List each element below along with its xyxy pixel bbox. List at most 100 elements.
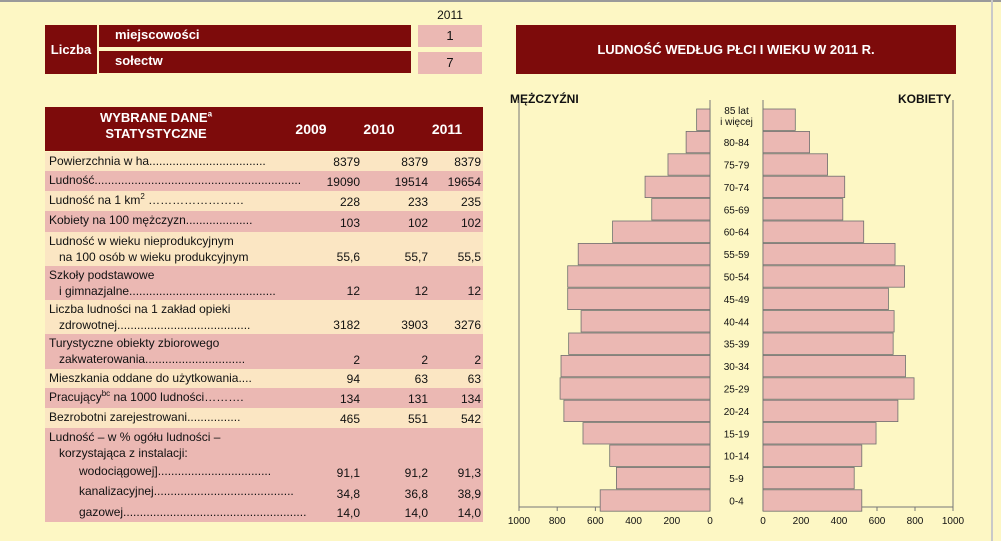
stats-value-2010: 3903 — [401, 318, 428, 332]
stats-row-label: kanalizacyjnej..........................… — [49, 484, 294, 498]
stats-value-2010: 233 — [407, 195, 428, 209]
female-bar — [762, 108, 796, 131]
left-tick-label: 600 — [587, 516, 604, 527]
stats-value-2011: 8379 — [454, 155, 481, 169]
age-category-label: 10-14 — [724, 452, 750, 463]
age-category-label: 0-4 — [729, 497, 744, 508]
frame-right-line — [991, 0, 993, 541]
stats-value-2009: 465 — [339, 412, 360, 426]
age-category-label: 35-39 — [724, 340, 750, 351]
stats-row-label: wodociągowej]...........................… — [49, 464, 272, 478]
chart-left-label: MĘŻCZYŹNI — [510, 92, 579, 106]
age-category-label: 65-69 — [724, 205, 750, 216]
male-bar — [616, 466, 711, 490]
stats-row-label: Ludność w wieku nieprodukcyjnym na 100 o… — [49, 234, 249, 264]
count-label-solectw: sołectw — [99, 51, 411, 73]
stats-value-2010: 55,7 — [404, 250, 428, 264]
left-tick-label: 1000 — [508, 516, 531, 527]
stats-row: Turystyczne obiekty zbiorowego zakwatero… — [45, 334, 483, 369]
stats-value-2011: 2 — [474, 353, 481, 367]
female-bar — [762, 265, 905, 288]
stats-value-2010: 551 — [407, 412, 428, 426]
stats-row: gazowej.................................… — [45, 503, 483, 522]
age-category-label: 25-29 — [724, 385, 750, 396]
stats-value-2009: 55,6 — [336, 250, 360, 264]
stats-value-2010: 36,8 — [404, 487, 428, 501]
stats-header-label: WYBRANE DANEa STATYSTYCZNE — [99, 109, 213, 141]
age-category-label: 45-49 — [724, 295, 750, 306]
age-category-label: 15-19 — [724, 429, 750, 440]
female-bar — [762, 130, 810, 154]
stats-value-2010: 8379 — [401, 155, 428, 169]
stats-year-2009: 2009 — [295, 121, 327, 137]
counts-group-label: Liczba — [45, 25, 97, 74]
stats-value-2009: 34,8 — [336, 487, 360, 501]
female-bar — [762, 153, 828, 176]
stats-value-2010: 91,2 — [404, 466, 428, 480]
stats-value-2011: 19654 — [447, 175, 481, 189]
stats-row: Bezrobotni zarejestrowani...............… — [45, 408, 483, 428]
count-value-solectw: 7 — [418, 52, 482, 74]
female-bar — [762, 354, 906, 378]
stats-value-2009: 19090 — [326, 175, 360, 189]
stats-year-2011: 2011 — [431, 121, 463, 137]
stats-row: Ludność – w % ogółu ludności – korzystaj… — [45, 428, 483, 462]
stats-row-label: Mieszkania oddane do użytkowania.... — [49, 371, 252, 385]
stats-table-header: WYBRANE DANEa STATYSTYCZNE 2009 2010 201… — [45, 107, 483, 151]
female-bar — [762, 489, 863, 512]
stats-value-2009: 103 — [339, 216, 360, 230]
chart-title: LUDNOŚĆ WEDŁUG PŁCI I WIEKU W 2011 R. — [516, 25, 956, 74]
age-category-label: 80-84 — [724, 138, 750, 149]
stats-value-2009: 8379 — [333, 155, 360, 169]
count-label-miejscowosci: miejscowości — [99, 25, 411, 47]
stats-row: Ludność.................................… — [45, 171, 483, 191]
stats-value-2011: 542 — [460, 412, 481, 426]
male-bar — [599, 489, 711, 512]
stats-value-2010: 2 — [421, 353, 428, 367]
stats-value-2010: 12 — [414, 284, 428, 298]
left-tick-label: 0 — [707, 516, 713, 527]
age-category-label: 85 lat — [724, 106, 749, 117]
female-bar — [762, 242, 896, 266]
stats-value-2011: 63 — [467, 372, 481, 386]
stats-value-2011: 38,9 — [457, 487, 481, 501]
stats-value-2011: 14,0 — [457, 506, 481, 520]
male-bar — [612, 220, 711, 243]
male-bar — [567, 287, 711, 310]
left-tick-label: 800 — [549, 516, 566, 527]
female-bar — [762, 198, 844, 221]
stats-value-2011: 12 — [467, 284, 481, 298]
stats-row-label: Turystyczne obiekty zbiorowego zakwatero… — [49, 336, 246, 366]
stats-value-2010: 14,0 — [404, 506, 428, 520]
frame-top-line — [0, 0, 1001, 2]
stats-row: Liczba ludności na 1 zakład opieki zdrow… — [45, 300, 483, 334]
age-category-label: 30-34 — [724, 362, 750, 373]
stats-row: Ludność w wieku nieprodukcyjnym na 100 o… — [45, 232, 483, 266]
stats-row-label: Kobiety na 100 mężczyzn.................… — [49, 213, 253, 227]
female-bar — [762, 310, 895, 333]
stats-row-label: Ludność – w % ogółu ludności – korzystaj… — [49, 430, 221, 460]
female-bar — [762, 175, 846, 198]
stats-year-2010: 2010 — [363, 121, 395, 137]
stats-row-label: Liczba ludności na 1 zakład opieki zdrow… — [49, 302, 251, 332]
chart-right-label: KOBIETY — [898, 92, 952, 106]
female-bar — [762, 220, 865, 243]
stats-value-2009: 2 — [353, 353, 360, 367]
male-bar — [567, 265, 711, 288]
stats-value-2009: 94 — [346, 372, 360, 386]
male-bar — [577, 242, 711, 266]
female-bar — [762, 377, 915, 400]
stats-row: Ludność na 1 km2 …………………… 228 233 235 — [45, 191, 483, 211]
age-category-label: 70-74 — [724, 183, 750, 194]
right-tick-label: 800 — [907, 516, 924, 527]
male-bar — [685, 130, 711, 154]
stats-value-2009: 12 — [346, 284, 360, 298]
stats-row: Kobiety na 100 mężczyzn.................… — [45, 211, 483, 232]
male-bar — [651, 198, 711, 221]
stats-row-label: Ludność na 1 km2 …………………… — [49, 192, 245, 208]
stats-value-2009: 228 — [339, 195, 360, 209]
age-category-label: 20-24 — [724, 407, 750, 418]
male-bar — [559, 377, 711, 400]
stats-row: wodociągowej]...........................… — [45, 462, 483, 482]
count-value-miejscowosci: 1 — [418, 25, 482, 47]
